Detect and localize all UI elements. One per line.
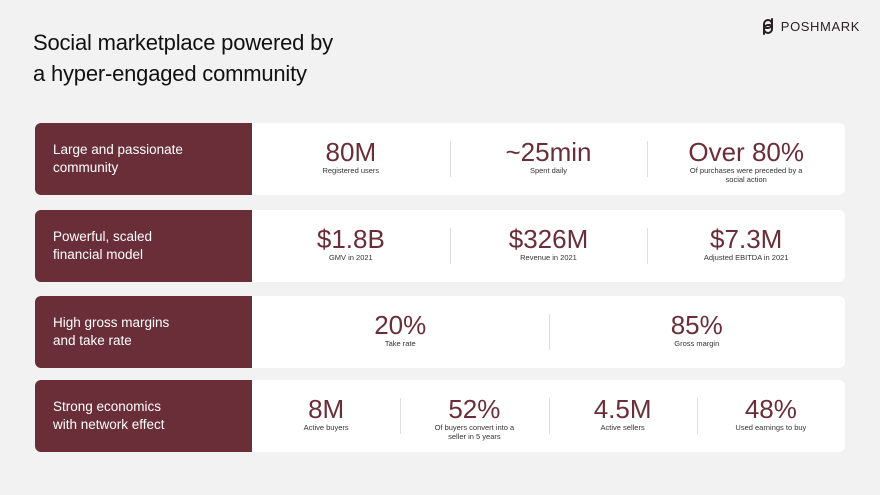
stat-value: $326M (508, 224, 589, 254)
poshmark-logo-icon (762, 18, 773, 35)
page-title-line-2: a hyper-engaged community (33, 61, 307, 86)
row-label-line: with network effect (53, 417, 165, 432)
row-stats: 8M Active buyers 52% Of buyers convert i… (252, 380, 845, 452)
stat-caption: Take rate (384, 339, 416, 348)
stat: 8M Active buyers (252, 380, 400, 452)
metrics-row: Powerful, scaled financial model $1.8B G… (35, 210, 845, 282)
stat-caption: Active sellers (600, 423, 645, 432)
row-label: Large and passionate community (35, 123, 252, 195)
row-label-line: Powerful, scaled (53, 229, 153, 244)
brand-logo: POSHMARK (761, 18, 860, 35)
stat: 48% Used earnings to buy (696, 380, 845, 452)
stat-caption: Adjusted EBITDA in 2021 (703, 253, 789, 262)
stat-value: 48% (744, 394, 797, 424)
stat-caption: Registered users (322, 166, 380, 175)
stat-value: 20% (374, 310, 427, 340)
row-label-line: Large and passionate (53, 142, 183, 157)
stat-value: 85% (670, 310, 723, 340)
stat-caption: Gross margin (674, 339, 720, 348)
stat-value: ~25min (505, 137, 592, 167)
row-label: Strong economics with network effect (35, 380, 252, 452)
stat: $326M Revenue in 2021 (449, 210, 648, 282)
stat-value: 8M (308, 394, 345, 424)
stat-caption: Of buyers convert into a seller in 5 yea… (434, 423, 515, 441)
metrics-row: High gross margins and take rate 20% Tak… (35, 296, 845, 368)
stat-value: $1.8B (316, 224, 385, 254)
row-label-line: financial model (53, 247, 144, 262)
row-label-line: Strong economics (53, 399, 162, 414)
stat-value: 4.5M (593, 394, 652, 424)
row-stats: 80M Registered users ~25min Spent daily … (252, 123, 845, 195)
brand-name: POSHMARK (780, 19, 860, 34)
stat: Over 80% Of purchases were preceded by a… (647, 123, 845, 195)
stat-caption: Revenue in 2021 (520, 253, 577, 262)
row-label-line: community (53, 160, 119, 175)
stat: ~25min Spent daily (449, 123, 648, 195)
metrics-row: Strong economics with network effect 8M … (35, 380, 845, 452)
row-label: Powerful, scaled financial model (35, 210, 252, 282)
stat: 52% Of buyers convert into a seller in 5… (400, 380, 548, 452)
stat-value: Over 80% (688, 137, 804, 167)
row-stats: $1.8B GMV in 2021 $326M Revenue in 2021 … (252, 210, 845, 282)
stat-caption: GMV in 2021 (328, 253, 373, 262)
stat: $1.8B GMV in 2021 (252, 210, 450, 282)
stat-value: 52% (448, 394, 501, 424)
stat: 4.5M Active sellers (548, 380, 697, 452)
stat: 85% Gross margin (548, 296, 846, 368)
stat-caption: Active buyers (303, 423, 349, 432)
stat-caption: Spent daily (529, 166, 568, 175)
stat-value: $7.3M (710, 224, 783, 254)
stat: $7.3M Adjusted EBITDA in 2021 (647, 210, 845, 282)
row-stats: 20% Take rate 85% Gross margin (252, 296, 845, 368)
metrics-row: Large and passionate community 80M Regis… (35, 123, 845, 195)
page-title: Social marketplace powered by a hyper-en… (33, 27, 333, 89)
row-label-line: High gross margins (53, 315, 170, 330)
stat: 80M Registered users (252, 123, 450, 195)
stat-caption: Used earnings to buy (735, 423, 807, 432)
row-label-line: and take rate (53, 333, 132, 348)
page-title-line-1: Social marketplace powered by (33, 30, 333, 55)
stat-value: 80M (325, 137, 377, 167)
stat: 20% Take rate (252, 296, 549, 368)
stat-caption: Of purchases were preceded by a social a… (689, 166, 803, 184)
row-label: High gross margins and take rate (35, 296, 252, 368)
